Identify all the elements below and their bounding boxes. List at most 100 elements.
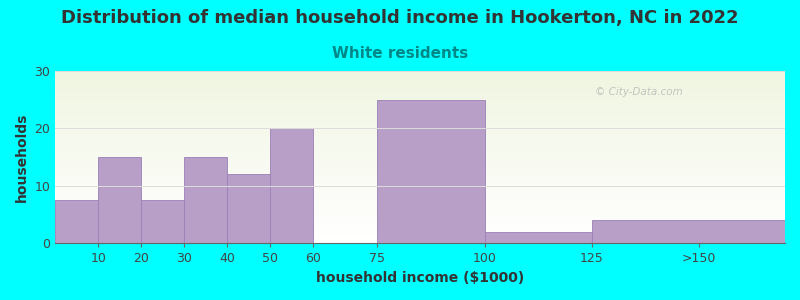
Bar (55, 119, 785, 120)
Bar (55, 201, 785, 202)
Bar (55, 85, 785, 86)
Bar (55, 139, 785, 140)
Bar (55, 177, 785, 178)
Bar (55, 159, 785, 160)
Bar (55, 237, 785, 238)
Bar (55, 214, 785, 215)
Bar (55, 113, 785, 114)
Bar (55, 200, 785, 201)
Bar (55, 181, 785, 182)
Bar (55, 138, 785, 139)
Bar (141, 200, 184, 243)
Bar (55, 242, 785, 243)
Bar (55, 125, 785, 126)
Bar (55, 152, 785, 153)
Bar (55, 124, 785, 125)
Bar (55, 174, 785, 175)
Bar (55, 82, 785, 83)
Bar (55, 128, 785, 129)
Bar (55, 150, 785, 151)
Bar (55, 180, 785, 181)
Bar (55, 97, 785, 98)
Bar (55, 89, 785, 90)
Bar (55, 165, 785, 166)
Bar (55, 137, 785, 138)
Bar (55, 73, 785, 74)
Bar (55, 163, 785, 164)
Bar (55, 192, 785, 193)
Bar (55, 218, 785, 219)
Bar (55, 208, 785, 209)
Bar (55, 223, 785, 224)
Bar (55, 143, 785, 144)
Bar (55, 99, 785, 100)
Bar (55, 171, 785, 172)
Bar (55, 106, 785, 107)
Bar (55, 90, 785, 91)
Bar (55, 108, 785, 109)
Bar (55, 114, 785, 115)
Bar (55, 110, 785, 111)
Bar (55, 225, 785, 226)
Bar (55, 129, 785, 130)
Bar (55, 203, 785, 204)
Bar (55, 200, 98, 243)
Bar (227, 174, 270, 243)
Bar (55, 122, 785, 123)
Bar (55, 95, 785, 96)
Bar (55, 134, 785, 135)
Bar (55, 96, 785, 97)
Bar (592, 220, 785, 243)
Bar (55, 132, 785, 133)
Bar (55, 101, 785, 102)
Bar (55, 148, 785, 149)
Bar (55, 123, 785, 124)
Bar (55, 83, 785, 84)
Bar (55, 186, 785, 187)
Bar (55, 211, 785, 212)
Bar (55, 240, 785, 241)
Bar (55, 153, 785, 154)
Bar (55, 158, 785, 159)
Bar (55, 92, 785, 93)
Bar (55, 205, 785, 206)
Bar (55, 195, 785, 196)
Bar (55, 204, 785, 205)
Y-axis label: households: households (15, 112, 29, 202)
Bar (55, 212, 785, 213)
Bar (55, 79, 785, 80)
Bar (378, 100, 485, 243)
Bar (55, 190, 785, 191)
Bar (55, 111, 785, 112)
Bar (55, 235, 785, 236)
Bar (55, 228, 785, 229)
Bar (55, 140, 785, 141)
Bar (55, 224, 785, 225)
Bar (55, 194, 785, 195)
Bar (98, 157, 141, 243)
Bar (55, 216, 785, 217)
Bar (184, 157, 227, 243)
Bar (55, 215, 785, 216)
Bar (55, 176, 785, 177)
Bar (55, 118, 785, 119)
Bar (55, 126, 785, 127)
Bar (55, 71, 785, 72)
Bar (55, 135, 785, 136)
Bar (55, 78, 785, 79)
Bar (55, 167, 785, 168)
Bar (55, 198, 785, 199)
Bar (55, 88, 785, 89)
Bar (55, 117, 785, 118)
Bar (55, 146, 785, 147)
Bar (55, 209, 785, 210)
Bar (55, 169, 785, 170)
Bar (55, 116, 785, 117)
Bar (55, 172, 785, 173)
Bar (55, 86, 785, 87)
Bar (55, 94, 785, 95)
Bar (55, 142, 785, 143)
Text: © City-Data.com: © City-Data.com (595, 87, 683, 97)
Bar (55, 107, 785, 108)
Bar (55, 241, 785, 242)
